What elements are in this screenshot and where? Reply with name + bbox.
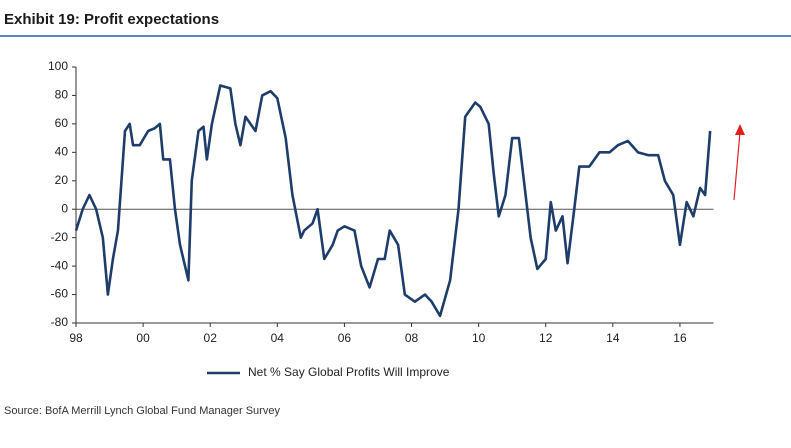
arrow-head [735, 124, 745, 135]
legend-label: Net % Say Global Profits Will Improve [248, 365, 450, 379]
chart-title: Exhibit 19: Profit expectations [4, 11, 219, 28]
arrow [733, 131, 741, 201]
y-tick-label: 0 [61, 201, 68, 215]
x-tick-label: 16 [673, 331, 687, 345]
x-tick-label: 12 [539, 331, 553, 345]
x-tick-label: 04 [271, 331, 285, 345]
y-tick-label: 40 [55, 145, 69, 159]
y-tick-label: 80 [55, 88, 69, 102]
y-tick-label: -80 [51, 315, 69, 329]
x-tick-label: 14 [606, 331, 620, 345]
x-tick-label: 98 [69, 331, 83, 345]
x-tick-label: 02 [204, 331, 218, 345]
y-tick-label: 20 [55, 173, 69, 187]
y-tick-label: -40 [51, 258, 69, 272]
x-tick-label: 10 [472, 331, 486, 345]
x-tick-label: 06 [338, 331, 352, 345]
y-tick-label: -60 [51, 287, 69, 301]
y-tick-label: 60 [55, 116, 69, 130]
x-tick-label: 08 [405, 331, 419, 345]
line [74, 84, 712, 318]
y-tick-label: -20 [51, 230, 69, 244]
y-tick-label: 100 [48, 59, 68, 73]
source: Source: BofA Merrill Lynch Global Fund M… [4, 405, 280, 417]
x-tick-label: 00 [136, 331, 150, 345]
